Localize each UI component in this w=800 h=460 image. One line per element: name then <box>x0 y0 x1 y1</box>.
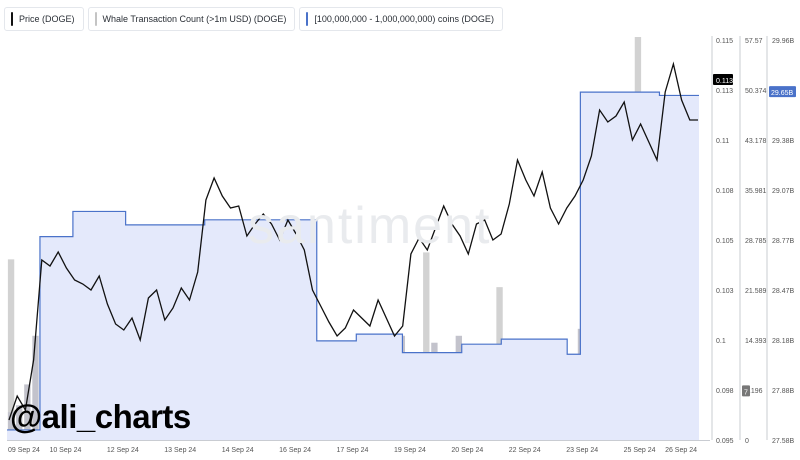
whale-tick-label: 14.393 <box>745 338 767 345</box>
whale-bar <box>24 384 31 440</box>
holdings-axis: 29.96B29.67B29.38B29.07B28.77B28.47B28.1… <box>766 36 796 445</box>
holdings-tick-label: 28.77B <box>772 238 795 245</box>
whale-tick-label: 21.589 <box>745 288 767 295</box>
x-tick-label: 22 Sep 24 <box>509 447 541 454</box>
whale-tick-label: 28.785 <box>745 238 767 245</box>
whale-bar-tall <box>7 259 15 440</box>
holdings-tick-label: 29.07B <box>772 188 795 195</box>
whale-bar-tall <box>423 252 430 440</box>
holdings-line <box>7 91 699 431</box>
price-tick-label: 0.105 <box>716 238 734 245</box>
x-axis: 09 Sep 24 10 Sep 24 12 Sep 24 13 Sep 24 14 S… <box>7 440 710 454</box>
legend-label-holdings: [100,000,000 - 1,000,000,000) coins (DOG… <box>314 14 494 24</box>
legend: Price (DOGE) Whale Transaction Count (>1… <box>4 7 503 31</box>
santiment-watermark: santiment <box>248 197 492 255</box>
whale-tick-label: 50.374 <box>745 88 767 95</box>
x-tick-label: 23 Sep 24 <box>566 447 598 454</box>
price-tick-label: 0.095 <box>716 438 734 445</box>
whale-bar <box>32 335 39 440</box>
price-current-value: 0.113 <box>716 78 733 85</box>
price-line <box>8 61 698 421</box>
whale-tick-label: 43.178 <box>745 138 767 145</box>
price-tick-label: 0.1 <box>716 338 726 345</box>
price-tick-label: 0.11 <box>716 138 729 145</box>
legend-item-price[interactable]: Price (DOGE) <box>4 7 84 31</box>
holdings-tick-label: 27.88B <box>772 388 795 395</box>
x-tick-label: 09 Sep 24 <box>8 447 40 454</box>
holdings-tick-label: 28.47B <box>772 288 795 295</box>
x-tick-label: 20 Sep 24 <box>451 447 483 454</box>
price-tick-label: 0.108 <box>716 188 734 195</box>
whale-current-value: 7 <box>744 389 748 396</box>
price-tick-label: 0.113 <box>716 88 733 95</box>
x-tick-label: 12 Sep 24 <box>107 447 139 454</box>
holdings-tick-label: 28.18B <box>772 338 795 345</box>
price-tick-label: 0.098 <box>716 388 734 395</box>
legend-item-whale[interactable]: Whale Transaction Count (>1m USD) (DOGE) <box>87 7 296 31</box>
x-tick-label: 14 Sep 24 <box>222 447 254 454</box>
holdings-current-value: 29.65B <box>771 90 794 97</box>
legend-swatch-whale <box>94 12 97 26</box>
holdings-tick-label: 29.96B <box>772 38 795 45</box>
whale-tick-label: 7.196 <box>745 388 763 395</box>
holdings-area <box>7 92 699 441</box>
whale-bar <box>16 405 23 440</box>
legend-swatch-price <box>11 12 13 26</box>
whale-current-badge <box>742 385 750 397</box>
price-axis: 0.115 0.113 0.11 0.108 0.105 0.103 0.1 0.098 0.0… <box>711 36 734 445</box>
price-tick-label: 0.103 <box>716 288 734 295</box>
legend-label-price: Price (DOGE) <box>19 14 75 24</box>
whale-tick-label: 35.981 <box>745 188 767 195</box>
author-signature: @ali_charts <box>10 398 191 435</box>
price-current-badge <box>713 74 733 85</box>
legend-item-holdings[interactable]: [100,000,000 - 1,000,000,000) coins (DOG… <box>299 7 503 31</box>
x-tick-label: 26 Sep 24 <box>665 447 697 454</box>
legend-swatch-holdings <box>306 12 309 26</box>
whale-tick-label: 57.57 <box>745 38 763 45</box>
x-tick-label: 19 Sep 24 <box>394 447 426 454</box>
price-tick-label: 0.115 <box>716 38 733 45</box>
x-tick-label: 16 Sep 24 <box>279 447 311 454</box>
whale-axis: 57.57 50.374 43.178 35.981 28.785 21.589 14.39… <box>739 36 767 445</box>
holdings-current-badge <box>769 86 796 98</box>
legend-label-whale: Whale Transaction Count (>1m USD) (DOGE) <box>102 14 287 24</box>
x-tick-label: 13 Sep 24 <box>164 447 196 454</box>
holdings-tick-label: 27.58B <box>772 438 795 445</box>
whale-tick-label: 0 <box>745 438 749 445</box>
holdings-tick-label: 29.38B <box>772 138 795 145</box>
x-tick-label: 10 Sep 24 <box>49 447 81 454</box>
whale-bar <box>7 412 15 440</box>
x-tick-label: 17 Sep 24 <box>337 447 369 454</box>
x-tick-label: 25 Sep 24 <box>624 447 656 454</box>
